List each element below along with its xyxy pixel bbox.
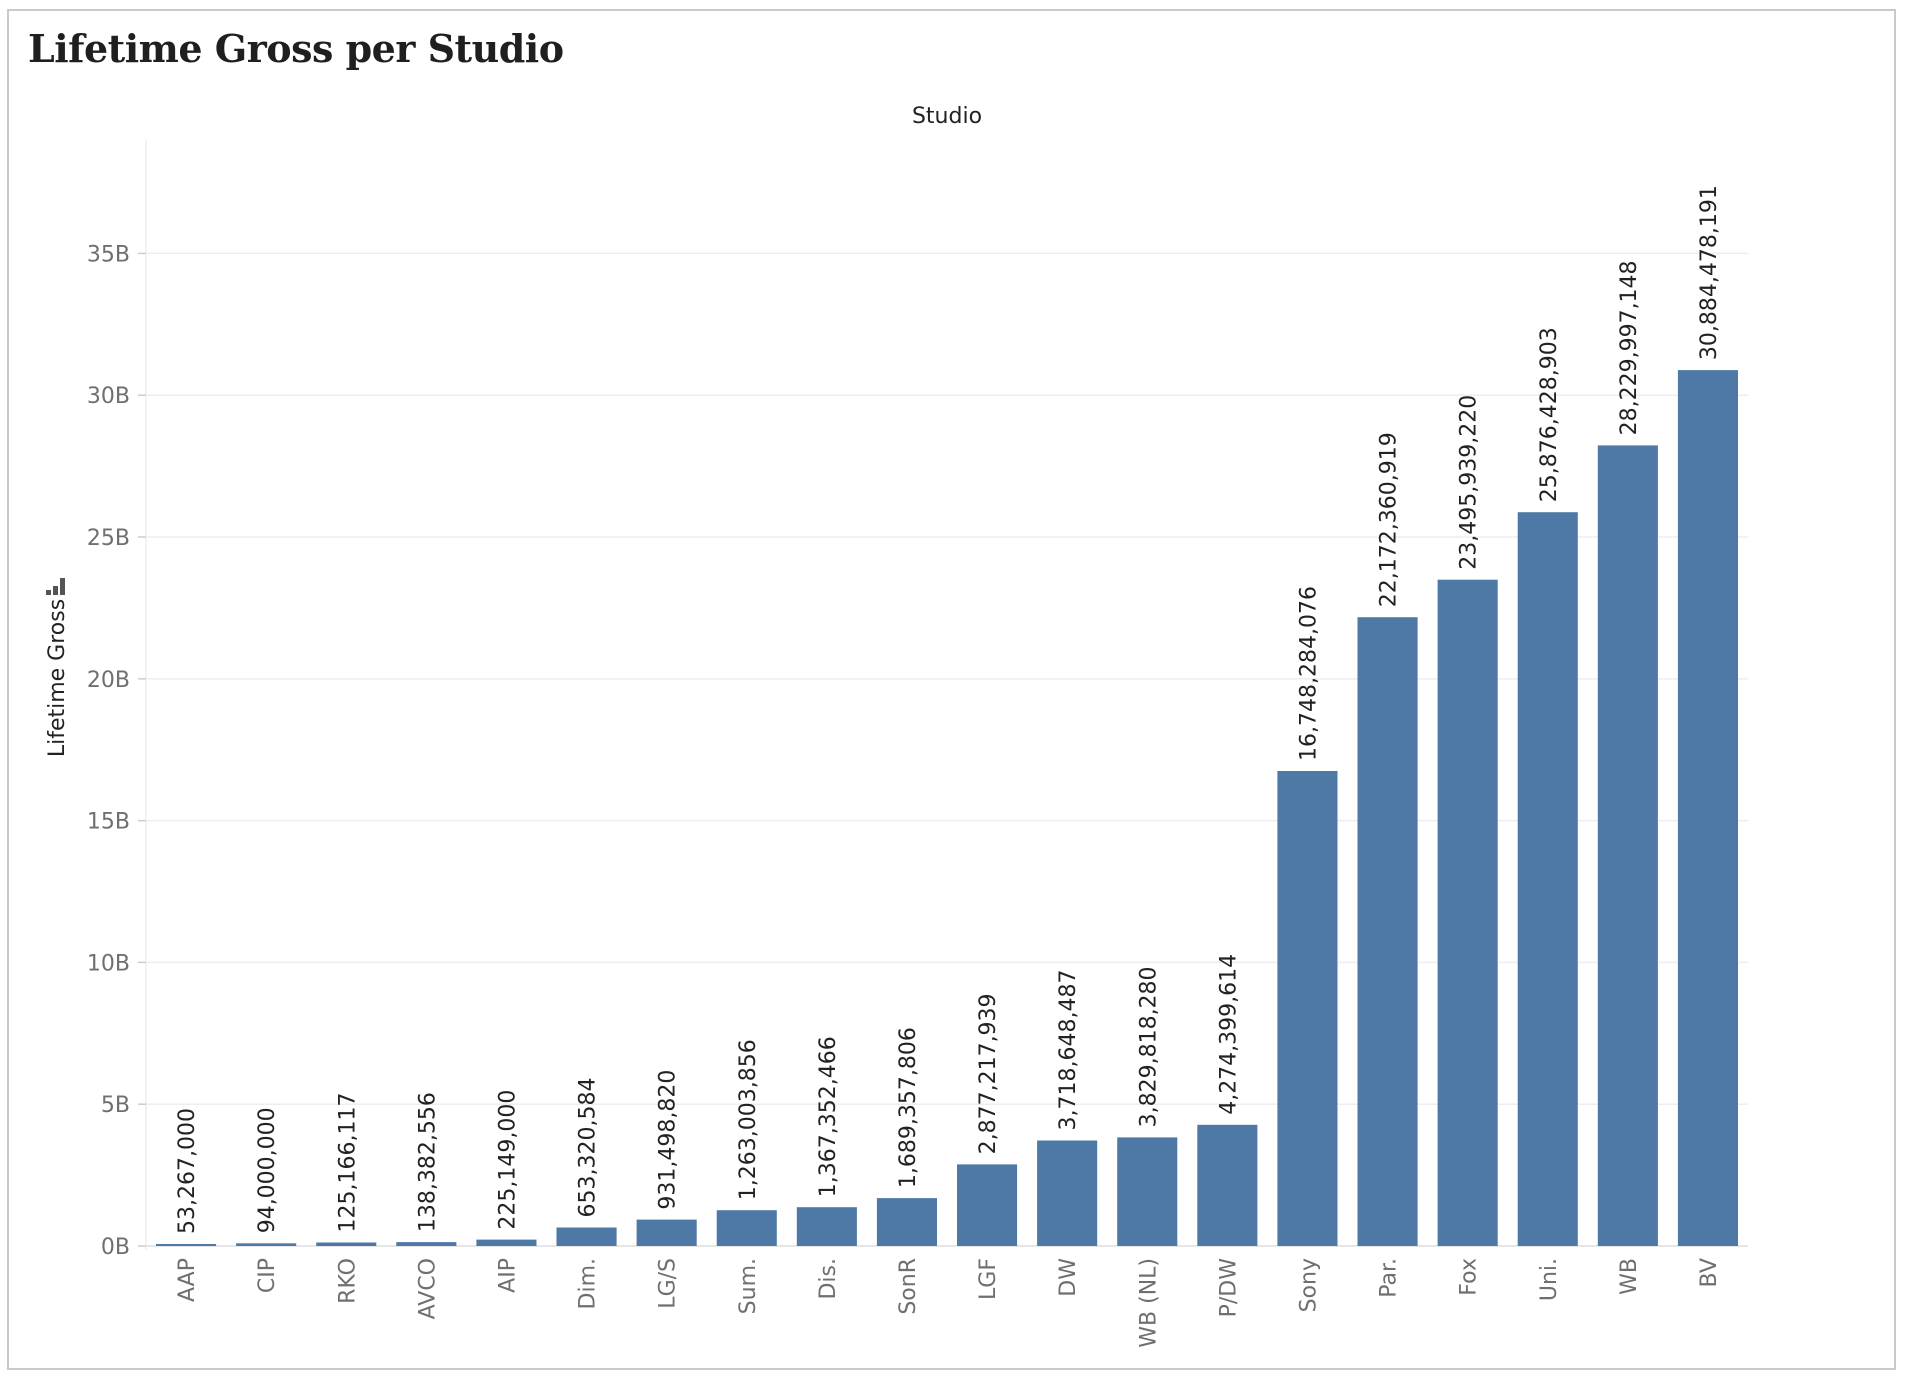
icon-bar [46,590,51,595]
x-category-label: Sony [1296,1258,1321,1312]
y-tick-label: 25B [87,526,130,551]
x-category-label: SonR [896,1258,921,1315]
data-label: 28,229,997,148 [1617,260,1642,435]
x-category-label: AAP [175,1258,200,1302]
x-axis-title: Studio [912,104,982,129]
page-title: Lifetime Gross per Studio [28,26,564,71]
data-label: 125,166,117 [335,1093,360,1233]
bar[interactable] [1037,1140,1098,1247]
bar[interactable] [716,1210,777,1246]
data-label: 2,877,217,939 [976,993,1001,1154]
bar[interactable] [796,1207,857,1246]
y-tick-label: 35B [87,242,130,267]
data-label: 1,689,357,806 [896,1027,921,1188]
bar[interactable] [636,1219,697,1246]
data-label: 22,172,360,919 [1377,432,1402,607]
bar[interactable] [1197,1124,1258,1246]
x-category-label: RKO [335,1258,360,1304]
bar[interactable] [236,1243,297,1246]
data-label: 53,267,000 [175,1108,200,1234]
y-tick-label: 10B [87,951,130,976]
x-axis-categories: AAP CIP RKO AVCO AIP Dim. LG/S Sum. Dis. SonR LGF D… [175,1258,1722,1348]
chart-frame [7,9,1896,1370]
x-category-label: Par. [1377,1258,1402,1298]
bar[interactable] [476,1239,537,1246]
data-label: 4,274,399,614 [1216,954,1241,1115]
data-label: 16,748,284,076 [1296,586,1321,761]
bar[interactable] [1277,771,1338,1246]
bars [156,370,1738,1247]
y-tick-label: 20B [87,668,130,693]
x-category-label: LGF [976,1258,1001,1300]
data-label: 138,382,556 [415,1092,440,1232]
bar[interactable] [316,1242,377,1247]
data-labels: 53,267,000 94,000,000 125,166,117 138,382,5… [175,185,1722,1234]
data-label: 25,876,428,903 [1537,327,1562,502]
data-label: 931,498,820 [656,1070,681,1210]
x-category-label: WB [1617,1258,1642,1295]
bar[interactable] [876,1198,937,1246]
x-category-label: AIP [496,1258,521,1293]
icon-bar [60,578,65,595]
icon-bar [53,586,58,595]
data-label: 23,495,939,220 [1457,395,1482,570]
x-category-label: LG/S [656,1258,681,1309]
x-category-label: P/DW [1216,1258,1241,1318]
gridlines [138,140,1748,1250]
y-tick-label: 5B [101,1093,130,1118]
data-label: 1,367,352,466 [816,1036,841,1197]
y-axis-ticks: 0B 5B 10B 15B 20B 25B 30B 35B [87,242,130,1260]
x-category-label: Sum. [736,1258,761,1314]
bar[interactable] [957,1164,1018,1246]
bar[interactable] [1117,1137,1178,1246]
bar[interactable] [556,1227,617,1247]
x-category-label: CIP [255,1258,280,1293]
x-category-label: Fox [1457,1258,1482,1296]
x-category-label: Dim. [576,1258,601,1309]
bar[interactable] [1677,370,1738,1247]
bar[interactable] [1357,617,1418,1246]
x-category-label: DW [1056,1258,1081,1297]
bar[interactable] [396,1242,457,1246]
x-category-label: Dis. [816,1258,841,1300]
data-label: 1,263,003,856 [736,1039,761,1200]
y-tick-label: 30B [87,384,130,409]
y-tick-label: 0B [101,1235,130,1260]
bar[interactable] [156,1244,217,1246]
data-label: 3,718,648,487 [1056,970,1081,1131]
bar[interactable] [1437,579,1498,1246]
data-label: 94,000,000 [255,1107,280,1233]
data-label: 225,149,000 [496,1090,521,1230]
x-category-label: WB (NL) [1136,1258,1161,1348]
x-category-label: BV [1697,1258,1722,1287]
data-label: 30,884,478,191 [1697,185,1722,360]
data-label: 3,829,818,280 [1136,966,1161,1127]
x-category-label: AVCO [415,1258,440,1319]
bar[interactable] [1517,512,1578,1246]
sort-bars-icon[interactable] [46,578,65,595]
bar[interactable] [1597,445,1658,1246]
x-category-label: Uni. [1537,1258,1562,1301]
y-tick-label: 15B [87,810,130,835]
y-axis-title: Lifetime Gross [45,599,70,757]
data-label: 653,320,584 [576,1078,601,1218]
